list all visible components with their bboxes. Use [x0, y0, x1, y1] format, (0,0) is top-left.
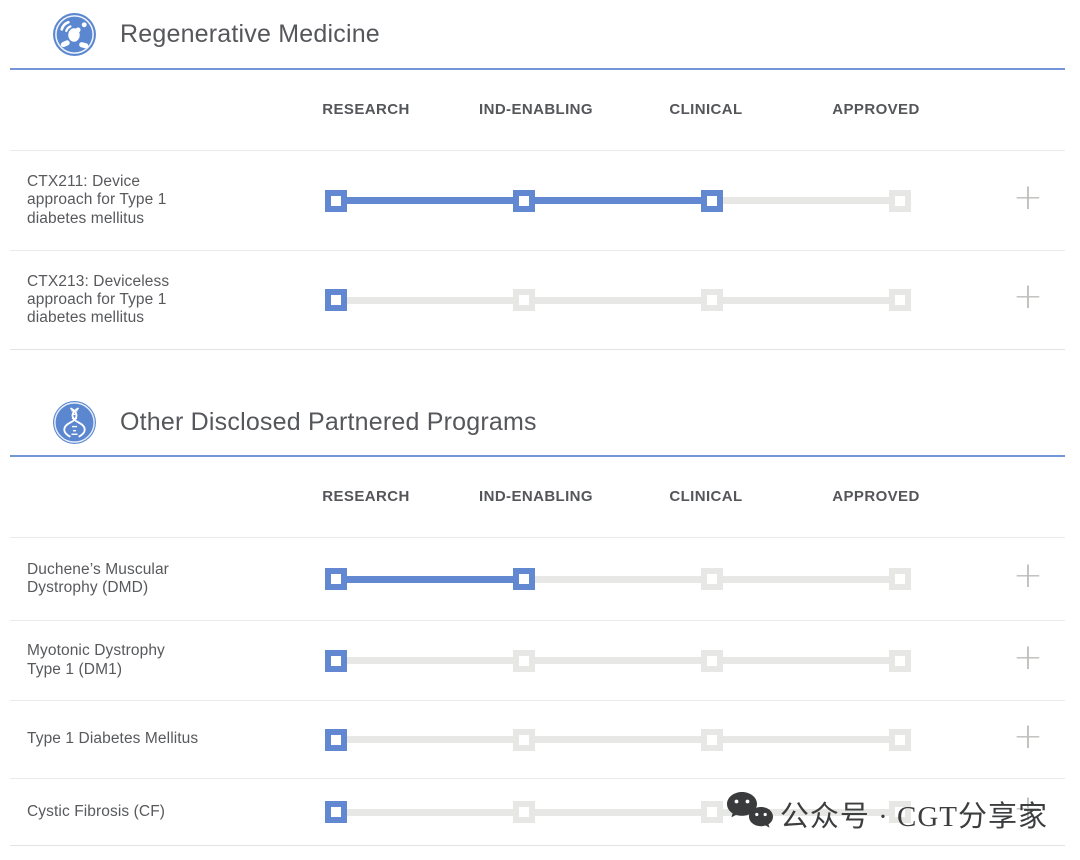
stage-node-research: [325, 568, 347, 590]
table-row-ctx213: CTX213: Deviceless approach for Type 1 d…: [10, 250, 1065, 350]
expand-plus-icon[interactable]: +: [1012, 788, 1043, 830]
column-header-clinical: CLINICAL: [669, 101, 743, 119]
stage-node-ind-enabling: [513, 289, 535, 311]
stage-connector: [524, 657, 712, 664]
stage-node-approved: [889, 728, 911, 751]
stage-node-approved: [889, 568, 911, 590]
stage-node-clinical: [701, 649, 723, 672]
stage-connector: [524, 296, 712, 304]
section-other-partnered-programs: Other Disclosed Partnered Programs RESEA…: [0, 390, 1080, 846]
cell-icon: [52, 12, 97, 57]
stage-node-clinical: [701, 568, 723, 590]
table-row-dm1: Myotonic Dystrophy Type 1 (DM1) +: [10, 620, 1065, 700]
expand-plus-icon[interactable]: +: [1012, 176, 1043, 218]
program-name: Duchene’s Muscular Dystrophy (DMD): [27, 560, 169, 596]
column-header-approved: APPROVED: [832, 101, 920, 119]
stage-connector: [336, 575, 524, 583]
stage-connector: [524, 736, 712, 743]
stage-node-research: [325, 801, 347, 823]
stage-node-ind-enabling: [513, 568, 535, 590]
column-header-ind-enabling: IND-ENABLING: [479, 101, 593, 119]
watermark: 公众号 · CGT分享家: [724, 790, 1048, 837]
stage-node-clinical: [701, 801, 723, 823]
section-divider-rule: [10, 455, 1065, 457]
stage-node-clinical: [701, 289, 723, 311]
expand-plus-icon[interactable]: +: [1012, 555, 1043, 597]
stage-node-research: [325, 189, 347, 212]
column-header-clinical: CLINICAL: [669, 488, 743, 506]
stage-column-headers: RESEARCH IND-ENABLING CLINICAL APPROVED: [10, 70, 1065, 150]
pipeline-progress-bar: [325, 289, 911, 311]
expand-plus-icon[interactable]: +: [1012, 276, 1043, 318]
stage-connector: [712, 296, 900, 304]
stage-node-approved: [889, 649, 911, 672]
pipeline-progress-bar: [325, 801, 911, 823]
program-name: Myotonic Dystrophy Type 1 (DM1): [27, 642, 165, 678]
section-title: Other Disclosed Partnered Programs: [120, 408, 537, 436]
stage-connector: [336, 296, 524, 304]
program-name: Cystic Fibrosis (CF): [27, 802, 166, 820]
stage-node-clinical: [701, 189, 723, 212]
stage-connector: [712, 657, 900, 664]
stage-connector: [712, 736, 900, 743]
column-header-ind-enabling: IND-ENABLING: [479, 488, 593, 506]
pipeline-progress-bar: [325, 649, 911, 672]
section-title: Regenerative Medicine: [120, 19, 380, 48]
stage-node-approved: [889, 801, 911, 823]
section-header: Regenerative Medicine: [0, 0, 1080, 68]
stage-connector: [524, 808, 712, 816]
dna-icon: [52, 400, 97, 445]
stage-node-approved: [889, 189, 911, 212]
stage-node-research: [325, 728, 347, 751]
stage-node-ind-enabling: [513, 728, 535, 751]
table-row-ctx211: CTX211: Device approach for Type 1 diabe…: [10, 150, 1065, 250]
stage-connector: [712, 575, 900, 583]
stage-node-research: [325, 649, 347, 672]
expand-plus-icon[interactable]: +: [1012, 715, 1043, 757]
expand-plus-icon[interactable]: +: [1012, 636, 1043, 678]
stage-node-ind-enabling: [513, 649, 535, 672]
wechat-icon: [724, 790, 774, 837]
stage-node-research: [325, 289, 347, 311]
program-name: CTX211: Device approach for Type 1 diabe…: [27, 173, 167, 227]
column-header-research: RESEARCH: [322, 488, 410, 506]
stage-column-headers: RESEARCH IND-ENABLING CLINICAL APPROVED: [10, 457, 1065, 537]
table-row-cf: Cystic Fibrosis (CF) +: [10, 778, 1065, 846]
column-header-research: RESEARCH: [322, 101, 410, 119]
table-row-t1dm: Type 1 Diabetes Mellitus +: [10, 700, 1065, 778]
section-header: Other Disclosed Partnered Programs: [0, 390, 1080, 455]
watermark-text: 公众号 · CGT分享家: [779, 800, 1048, 833]
stage-node-approved: [889, 289, 911, 311]
stage-connector: [524, 575, 712, 583]
stage-connector: [336, 657, 524, 664]
section-regenerative-medicine: Regenerative Medicine RESEARCH IND-ENABL…: [0, 0, 1080, 350]
program-name: Type 1 Diabetes Mellitus: [27, 730, 199, 748]
pipeline-progress-bar: [325, 568, 911, 590]
stage-node-clinical: [701, 728, 723, 751]
stage-connector: [336, 197, 524, 204]
stage-connector: [712, 808, 900, 816]
column-header-approved: APPROVED: [832, 488, 920, 506]
stage-node-ind-enabling: [513, 189, 535, 212]
stage-connector: [336, 736, 524, 743]
program-name: CTX213: Deviceless approach for Type 1 d…: [27, 272, 170, 327]
stage-connector: [712, 197, 900, 204]
pipeline-progress-bar: [325, 728, 911, 751]
pipeline-progress-bar: [325, 189, 911, 212]
stage-connector: [336, 808, 524, 816]
stage-node-ind-enabling: [513, 801, 535, 823]
stage-connector: [524, 197, 712, 204]
table-row-dmd: Duchene’s Muscular Dystrophy (DMD) +: [10, 537, 1065, 620]
section-divider-rule: [10, 68, 1065, 70]
